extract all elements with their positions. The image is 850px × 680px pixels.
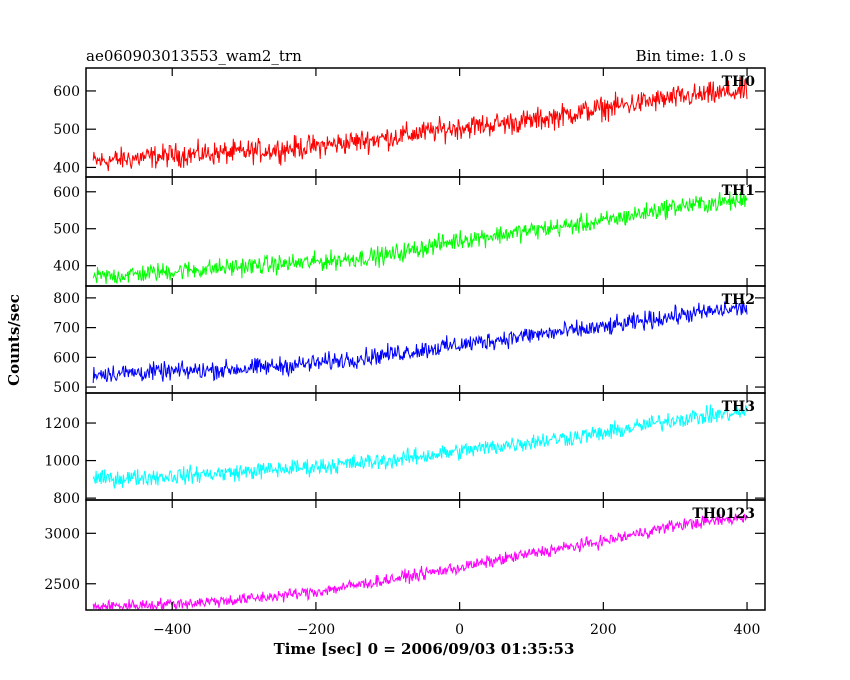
x-tick-label: 0 xyxy=(455,622,464,638)
panel-label-th0123: TH0123 xyxy=(692,506,755,522)
series-line-th3 xyxy=(92,404,748,489)
y-axis-label: Counts/sec xyxy=(5,294,23,386)
panels-group: 400 500 600 TH0 400 500 600 TH1 500 600 700 800 TH2 8… xyxy=(44,67,766,611)
y-tick-label: 400 xyxy=(53,259,80,275)
y-tick-label: 500 xyxy=(53,122,80,138)
y-tick-label: 600 xyxy=(53,350,80,366)
x-axis: −400 −200 0 200 400 xyxy=(153,622,760,638)
panel-label-th2: TH2 xyxy=(722,292,755,308)
x-tick-label: 200 xyxy=(590,622,617,638)
panel-th0: 400 500 600 TH0 xyxy=(53,67,766,178)
chart-title: ae060903013553_wam2_trn xyxy=(86,47,302,65)
y-tick-label: 1000 xyxy=(44,454,80,470)
y-tick-label: 700 xyxy=(53,321,80,337)
bin-time-label: Bin time: 1.0 s xyxy=(636,47,746,65)
y-tick-label: 600 xyxy=(53,185,80,201)
series-line-th1 xyxy=(92,191,748,285)
panel-label-th1: TH1 xyxy=(722,183,755,199)
series-line-th0123 xyxy=(92,513,748,611)
panel-frame xyxy=(85,499,766,611)
series-line-th2 xyxy=(92,300,748,384)
x-tick-label: −200 xyxy=(297,622,335,638)
y-tick-label: 600 xyxy=(53,84,80,100)
y-tick-label: 400 xyxy=(53,160,80,176)
y-tick-label: 800 xyxy=(53,491,80,507)
panel-label-th3: TH3 xyxy=(722,399,755,415)
y-tick-label: 2500 xyxy=(44,577,80,593)
panel-frame xyxy=(85,392,766,501)
panel-label-th0: TH0 xyxy=(722,74,756,90)
y-tick-label: 1200 xyxy=(44,416,80,432)
x-tick-label: −400 xyxy=(153,622,191,638)
panel-th0123: 2500 3000 TH0123 xyxy=(44,499,766,611)
panel-th1: 400 500 600 TH1 xyxy=(53,176,766,287)
y-tick-label: 500 xyxy=(53,380,80,396)
y-tick-label: 500 xyxy=(53,222,80,238)
x-axis-label: Time [sec] 0 = 2006/09/03 01:35:53 xyxy=(274,640,575,658)
x-tick-label: 400 xyxy=(734,622,761,638)
series-line-th0 xyxy=(92,77,748,172)
y-tick-label: 800 xyxy=(53,291,80,307)
y-tick-label: 3000 xyxy=(44,526,80,542)
panel-th2: 500 600 700 800 TH2 xyxy=(53,285,766,396)
panel-th3: 800 1000 1200 TH3 xyxy=(44,392,766,507)
